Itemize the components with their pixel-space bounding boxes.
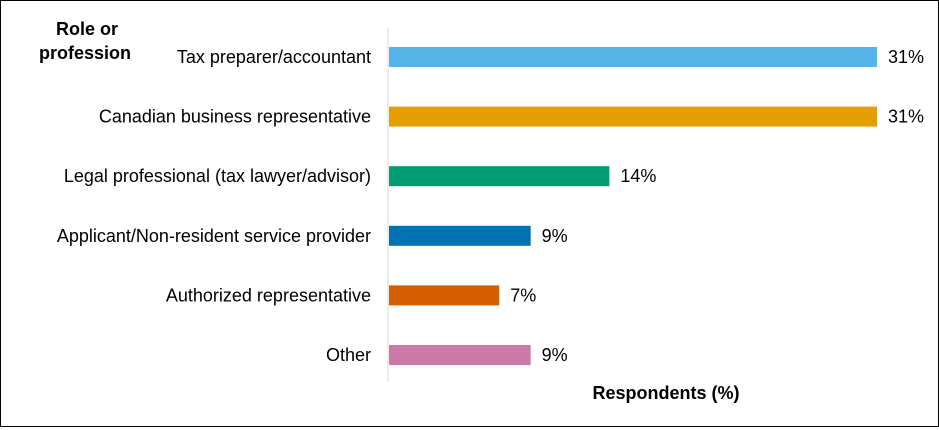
value-label: 31%	[888, 47, 924, 67]
category-label: Other	[326, 345, 371, 365]
category-label: Authorized representative	[166, 285, 371, 305]
category-label: Applicant/Non-resident service provider	[57, 226, 371, 246]
category-label: Tax preparer/accountant	[177, 47, 371, 67]
value-label: 14%	[620, 166, 656, 186]
bar	[389, 166, 610, 187]
bar	[389, 47, 877, 67]
bar	[389, 106, 877, 127]
y-axis-title-line-2: profession	[39, 43, 131, 63]
value-label: 7%	[510, 285, 536, 305]
bars-group: Tax preparer/accountant 31% Canadian busin…	[57, 47, 924, 365]
value-label: 31%	[888, 107, 924, 127]
bar	[389, 285, 500, 306]
value-label: 9%	[542, 345, 568, 365]
x-axis-title: Respondents (%)	[592, 383, 739, 403]
category-label: Canadian business representative	[99, 107, 371, 127]
bar	[389, 345, 531, 365]
bar	[389, 225, 531, 246]
category-label: Legal professional (tax lawyer/advisor)	[64, 166, 371, 186]
value-label: 9%	[542, 226, 568, 246]
y-axis-title-line-1: Role or	[56, 19, 118, 39]
